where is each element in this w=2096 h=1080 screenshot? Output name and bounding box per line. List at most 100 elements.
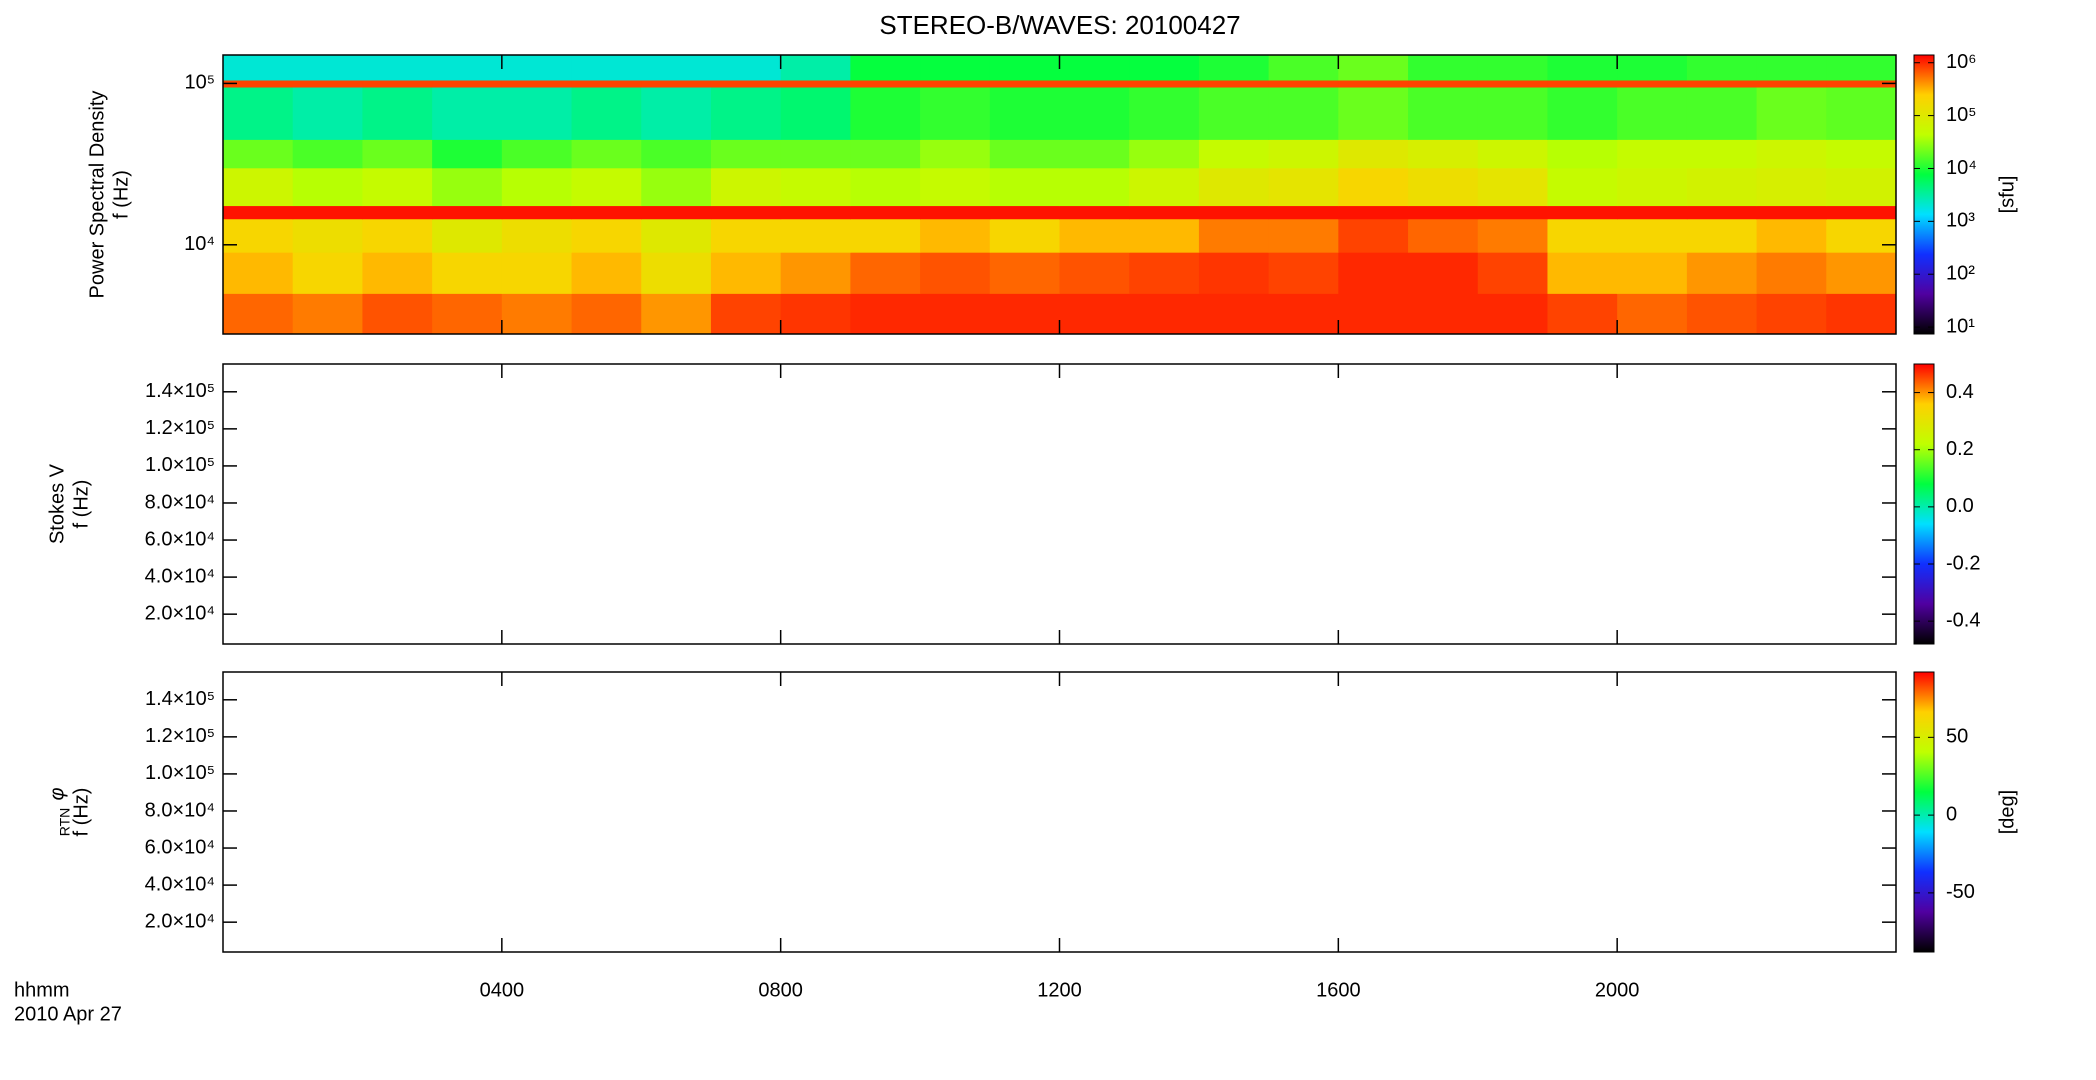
y-tick-label: 2.0×10⁴ — [145, 602, 215, 624]
spectrogram-cell — [920, 218, 991, 253]
spectrogram-cell — [850, 167, 921, 207]
spectrogram-cell — [1477, 55, 1548, 81]
spectrogram-cell — [1338, 55, 1409, 81]
spectrogram-cell — [1268, 55, 1339, 81]
colorbar — [1913, 363, 1935, 645]
spectrogram-cell — [780, 252, 851, 294]
spectrogram-cell — [1129, 218, 1200, 253]
spectrogram-cell — [850, 79, 921, 88]
spectrogram-cell — [1338, 167, 1409, 207]
spectrogram-cell — [432, 218, 503, 253]
spectrogram-cell — [362, 55, 433, 81]
x-tick-label: 1600 — [1316, 979, 1361, 1001]
spectrogram-cell — [501, 79, 573, 88]
spectrogram-cell — [1756, 87, 1827, 140]
spectrogram-cell — [1198, 218, 1270, 253]
spectrogram-cell — [223, 87, 294, 140]
y-tick-label: 10⁵ — [184, 72, 215, 94]
spectrogram-cell — [501, 293, 573, 335]
spectrogram-cell — [1826, 167, 1897, 207]
spectrogram-cell — [1268, 205, 1339, 220]
spectrogram-cell — [1826, 55, 1897, 81]
spectrogram-cell — [501, 55, 573, 81]
spectrogram-cell — [362, 293, 433, 335]
spectrogram-cell — [1338, 205, 1409, 220]
plot-frame — [222, 671, 1897, 953]
y-tick-label: 1.2×10⁵ — [145, 417, 215, 439]
spectrogram-cell — [1059, 218, 1130, 253]
spectrogram-cell — [1686, 205, 1758, 220]
plot-frame — [222, 363, 1897, 645]
spectrogram-cell — [1129, 139, 1200, 169]
spectrogram-cell — [920, 55, 991, 81]
spectrogram-cell — [223, 293, 294, 335]
spectrogram-cell — [501, 167, 573, 207]
colorbar-label: [deg] — [1996, 790, 2018, 834]
y-tick-label: 8.0×10⁴ — [145, 799, 215, 821]
spectrogram-cell — [1059, 87, 1130, 140]
colorbar-label: [sfu] — [1996, 176, 2018, 214]
spectrogram-cell — [1756, 167, 1827, 207]
colorbar-tick-label: 0.4 — [1946, 381, 1974, 403]
spectrogram-cell — [1408, 79, 1479, 88]
spectrogram-cell — [1338, 79, 1409, 88]
spectrogram-cell — [1059, 252, 1130, 294]
spectrogram-cell — [850, 252, 921, 294]
spectrogram-cell — [710, 87, 782, 140]
spectrogram-cell — [571, 205, 642, 220]
spectrogram-cell — [223, 55, 294, 81]
spectrogram-cell — [432, 293, 503, 335]
colorbar-tick-label: 10⁶ — [1946, 51, 1976, 73]
spectrogram-cell — [1547, 55, 1618, 81]
spectrogram-cell — [710, 139, 782, 169]
spectrogram-cell — [1198, 293, 1270, 335]
spectrogram-cell — [1198, 205, 1270, 220]
spectrogram-cell — [850, 218, 921, 253]
spectrogram-cell — [641, 205, 712, 220]
spectrogram-cell — [432, 87, 503, 140]
x-tick-label: 1200 — [1037, 979, 1082, 1001]
spectrogram-cell — [1408, 55, 1479, 81]
spectrogram-cell — [1617, 167, 1688, 207]
spectrogram-cell — [710, 79, 782, 88]
spectrogram-cell — [989, 218, 1060, 253]
y-tick-label: 2.0×10⁴ — [145, 910, 215, 932]
spectrogram-cell — [850, 205, 921, 220]
spectrogram-cell — [1826, 252, 1897, 294]
spectrogram-cell — [989, 139, 1060, 169]
x-tick-label: 2000 — [1595, 979, 1640, 1001]
spectrogram-cell — [1756, 55, 1827, 81]
spectrogram-cell — [223, 252, 294, 294]
spectrogram-cell — [292, 139, 363, 169]
spectrogram-cell — [1826, 205, 1897, 220]
spectrogram-cell — [432, 79, 503, 88]
colorbar — [1913, 54, 1935, 335]
colorbar-tick-label: -0.4 — [1946, 609, 1980, 631]
spectrogram-cell — [850, 293, 921, 335]
spectrogram-cell — [1059, 139, 1130, 169]
colorbar-tick-label: 10⁵ — [1946, 104, 1977, 126]
spectrogram-cell — [641, 55, 712, 81]
y-axis-label: f (Hz) — [70, 788, 92, 837]
spectrogram-cell — [571, 293, 642, 335]
spectrogram-cell — [989, 79, 1060, 88]
y-axis-label: Power Spectral Density — [86, 91, 108, 299]
spectrogram-cell — [1129, 252, 1200, 294]
spectrogram-cell — [362, 139, 433, 169]
colorbar-tick-label: 10¹ — [1946, 315, 1975, 337]
spectrogram-cell — [641, 79, 712, 88]
spectrogram-cell — [292, 218, 363, 253]
spectrogram-cell — [292, 79, 363, 88]
y-tick-label: 8.0×10⁴ — [145, 491, 215, 513]
spectrogram-cell — [920, 87, 991, 140]
spectrogram-cell — [1268, 79, 1339, 88]
spectrogram-cell — [1338, 293, 1409, 335]
spectrogram-cell — [1408, 139, 1479, 169]
spectrogram-cell — [710, 167, 782, 207]
spectrogram-cell — [1617, 87, 1688, 140]
spectrogram-cell — [1617, 205, 1688, 220]
spectrogram-cell — [710, 293, 782, 335]
spectrogram-cell — [989, 87, 1060, 140]
spectrogram-cell — [362, 167, 433, 207]
spectrogram-cell — [1547, 293, 1618, 335]
